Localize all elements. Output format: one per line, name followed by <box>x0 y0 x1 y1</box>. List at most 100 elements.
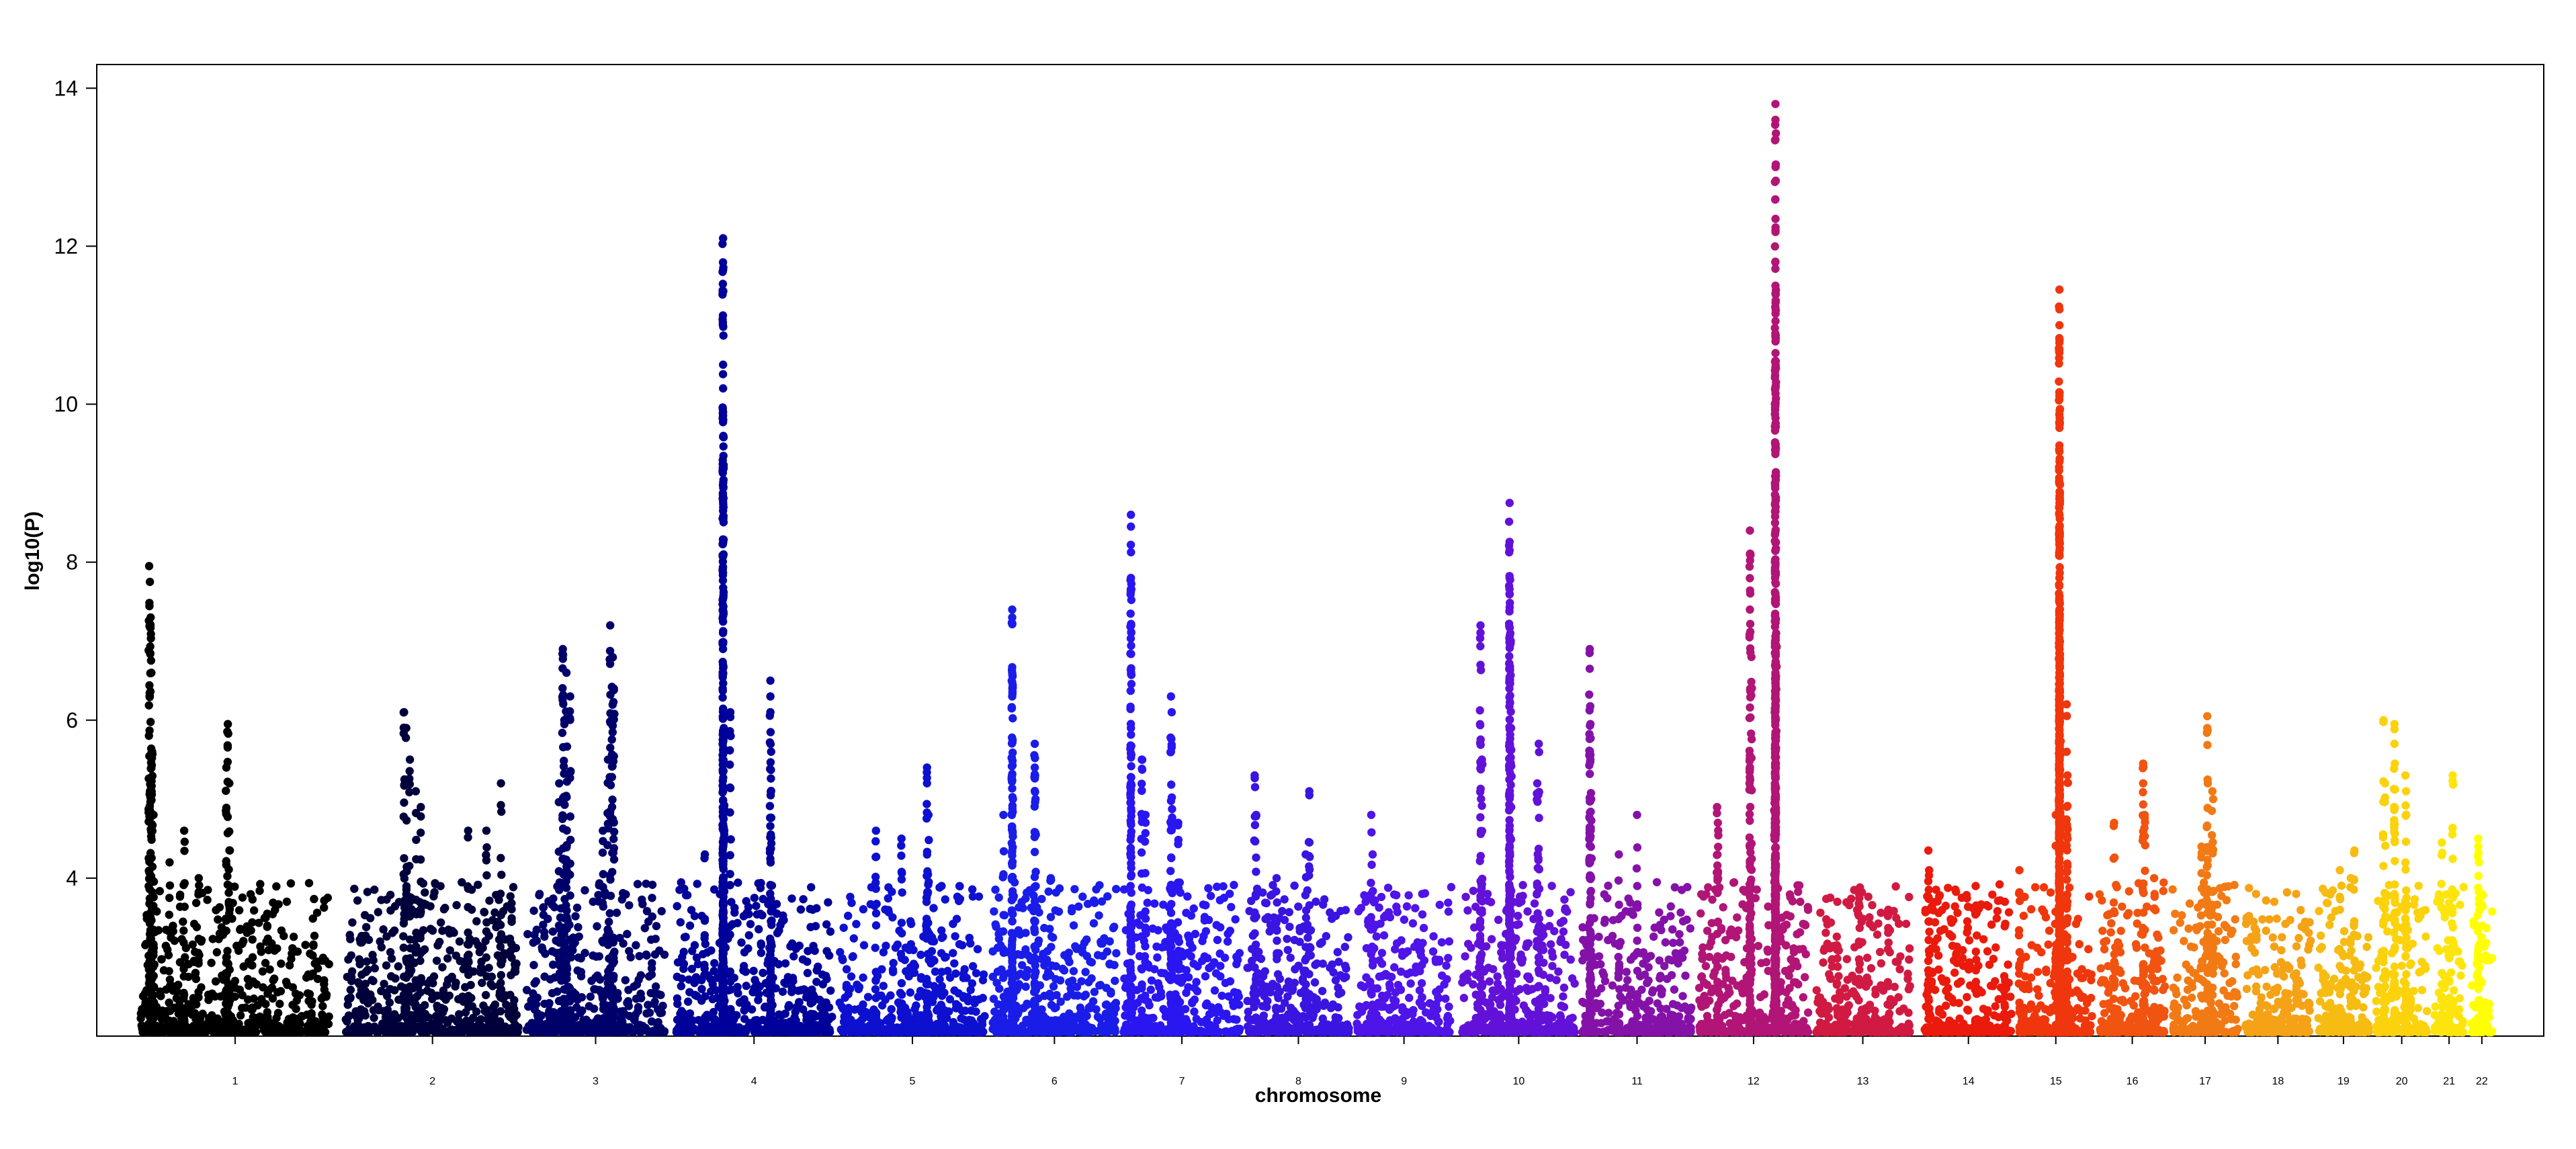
data-point <box>1226 927 1235 935</box>
data-point <box>502 1001 511 1009</box>
data-point <box>1167 900 1176 908</box>
data-point <box>1166 867 1175 876</box>
data-point <box>531 977 540 986</box>
data-point <box>447 1025 456 1034</box>
data-point <box>650 989 658 998</box>
data-point <box>1022 972 1031 982</box>
peak-point <box>767 747 775 757</box>
data-point <box>506 892 515 901</box>
data-point <box>416 1012 425 1021</box>
data-point <box>585 1019 594 1027</box>
data-point <box>937 1023 946 1031</box>
data-point <box>1007 772 1017 781</box>
data-point <box>362 934 371 943</box>
data-point <box>482 953 490 962</box>
data-point <box>593 922 601 931</box>
data-point <box>1167 793 1176 802</box>
data-point <box>910 1005 919 1014</box>
data-point <box>1040 961 1049 970</box>
data-point <box>871 976 880 984</box>
chromosome-6-points <box>988 605 1121 1037</box>
data-point <box>1205 964 1213 972</box>
data-point <box>594 890 603 900</box>
data-point <box>456 1022 464 1031</box>
data-point <box>292 996 301 1005</box>
data-point <box>826 927 835 936</box>
data-point <box>148 991 158 1000</box>
data-point <box>482 972 491 981</box>
data-point <box>1141 914 1150 923</box>
data-point <box>191 898 201 908</box>
peak-point <box>165 858 174 867</box>
data-point <box>179 880 188 890</box>
data-point <box>1008 994 1018 1003</box>
data-point <box>701 939 710 949</box>
data-point <box>1023 888 1031 897</box>
data-point <box>847 972 856 981</box>
data-point <box>165 982 175 990</box>
data-point <box>925 878 933 886</box>
data-point <box>207 958 216 968</box>
data-point <box>884 883 893 892</box>
data-point <box>1031 967 1039 976</box>
data-point <box>1233 993 1242 1002</box>
data-point <box>524 1021 533 1031</box>
data-point <box>566 835 575 845</box>
data-point <box>320 976 329 985</box>
data-point <box>681 891 691 900</box>
data-point <box>257 947 265 956</box>
data-point <box>848 952 857 962</box>
data-point <box>428 926 437 935</box>
data-point <box>224 865 233 874</box>
data-point <box>1046 1020 1056 1029</box>
data-point <box>863 992 873 1002</box>
data-point <box>1141 923 1150 932</box>
data-point <box>767 972 776 982</box>
data-point <box>779 916 788 925</box>
data-point <box>1008 917 1017 926</box>
data-point <box>922 850 932 859</box>
data-point <box>576 1009 585 1017</box>
data-point <box>382 961 391 970</box>
data-point <box>586 992 595 1001</box>
data-point <box>269 898 277 907</box>
data-point <box>537 1011 546 1020</box>
data-point <box>481 990 490 1000</box>
y-tick-label: 8 <box>66 550 78 574</box>
data-point <box>412 942 421 951</box>
data-point <box>1166 999 1176 1009</box>
data-point <box>554 867 564 876</box>
data-point <box>416 949 425 958</box>
data-point <box>898 929 906 938</box>
data-point <box>1126 1006 1135 1015</box>
data-point <box>346 985 355 994</box>
data-point <box>719 704 728 713</box>
data-point <box>1084 1023 1093 1031</box>
data-point <box>1127 785 1135 794</box>
data-point <box>1154 979 1163 988</box>
data-point <box>1216 972 1225 981</box>
data-point <box>445 946 454 955</box>
data-point <box>362 957 371 966</box>
data-point <box>1109 1021 1118 1030</box>
data-point <box>535 891 544 900</box>
data-point <box>1047 932 1056 941</box>
data-point <box>925 836 933 845</box>
data-point <box>968 979 977 988</box>
data-point <box>753 1016 761 1025</box>
data-point <box>558 937 567 946</box>
data-point <box>1103 892 1112 901</box>
data-point <box>634 975 643 984</box>
data-point <box>301 941 310 949</box>
data-point <box>507 905 516 914</box>
data-point <box>213 1027 222 1036</box>
data-point <box>464 940 473 949</box>
data-point <box>799 895 808 904</box>
data-point <box>949 1025 958 1034</box>
data-point <box>718 684 727 693</box>
data-point <box>1235 949 1244 958</box>
data-point <box>179 994 188 1003</box>
data-point <box>720 801 729 810</box>
data-point <box>609 715 618 724</box>
data-point <box>194 890 203 899</box>
